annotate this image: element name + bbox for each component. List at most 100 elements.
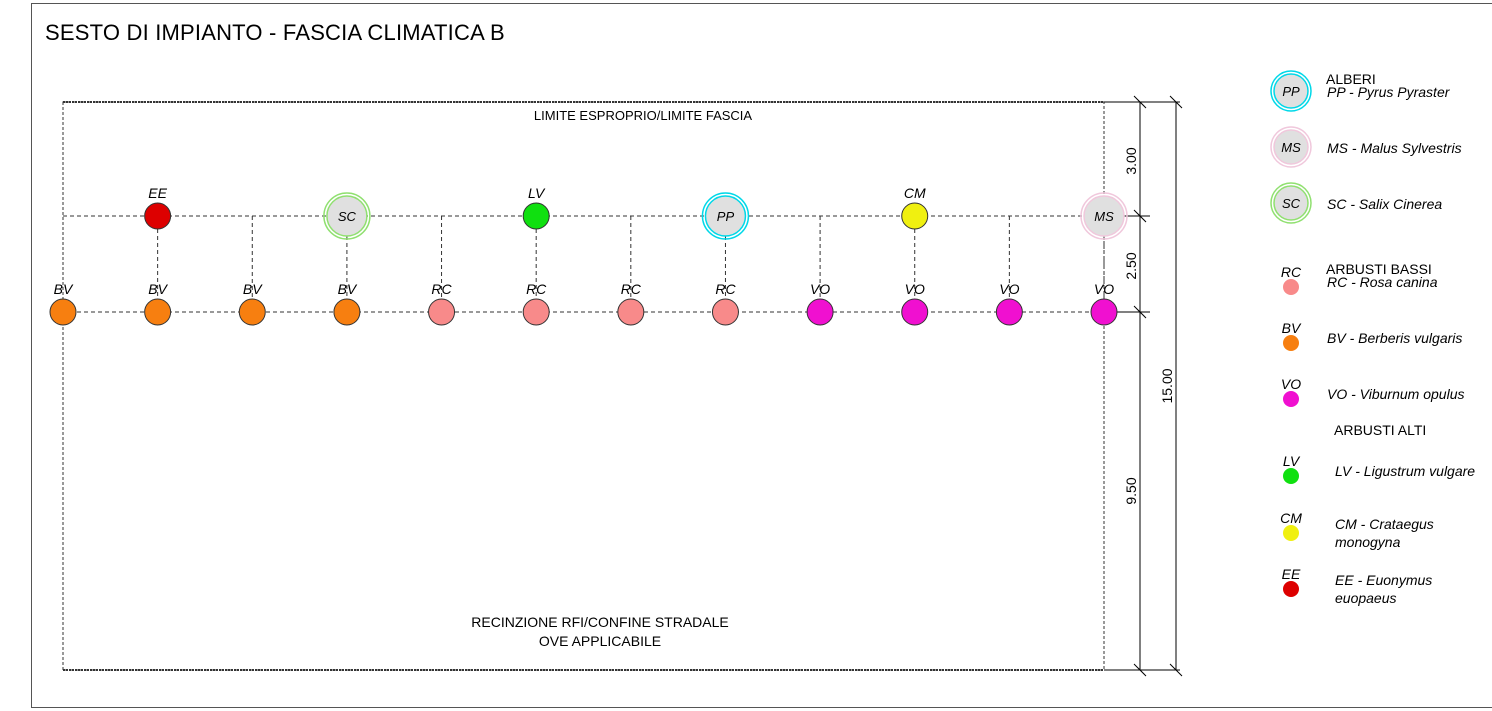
- lower-plant-bv-code: BV: [338, 281, 358, 297]
- lower-plant-bv-dot: [144, 298, 172, 326]
- legend-item-bv-label: BV - Berberis vulgaris: [1327, 330, 1462, 346]
- upper-shrub-ee: EE: [144, 185, 172, 230]
- legend-item-ee-code: EE: [1282, 566, 1301, 582]
- legend-item-vo-dot: [1283, 391, 1299, 407]
- lower-plant-rc-code: RC: [621, 281, 642, 297]
- legend-item-pp-symbol-ring: [1270, 70, 1312, 112]
- upper-tree-sc-code: SC: [338, 209, 357, 224]
- upper-tree-sc-crown: [326, 195, 368, 237]
- legend-item-rc-code: RC: [1281, 264, 1302, 280]
- legend-item-pp-symbol-crown: [1273, 73, 1309, 109]
- legend-item-bv-symbol: BV: [1282, 320, 1302, 351]
- legend-item-pp-label: PP - Pyrus Pyraster: [1327, 84, 1451, 100]
- lower-plant-vo-code: VO: [905, 281, 925, 297]
- upper-tree-ms-code: MS: [1094, 209, 1114, 224]
- lower-plant-bv-dot: [333, 298, 361, 326]
- dimension-9-50: 9.50: [1123, 477, 1139, 504]
- legend-item-vo-label: VO - Viburnum opulus: [1327, 386, 1464, 402]
- lower-plant-rc-dot: [617, 298, 645, 326]
- legend-item-ms-symbol-ring: [1270, 126, 1312, 168]
- lower-plant-bv: BV: [238, 281, 266, 326]
- lower-plant-vo-code: VO: [999, 281, 1019, 297]
- drawing-frame: [31, 3, 1492, 708]
- upper-shrub-lv-code: LV: [528, 185, 546, 201]
- upper-tree-pp-ring: [701, 192, 750, 240]
- lower-plant-rc: RC: [522, 281, 550, 326]
- legend-item-vo-symbol: VO: [1281, 376, 1301, 407]
- legend-item-sc-symbol: SC: [1270, 182, 1312, 224]
- lower-plant-vo: VO: [806, 281, 834, 326]
- lower-plant-bv: BV: [333, 281, 361, 326]
- drawing-title: SESTO DI IMPIANTO - FASCIA CLIMATICA B: [45, 20, 505, 45]
- upper-tree-pp: PP: [701, 192, 750, 240]
- upper-tree-ms-crown: [1083, 195, 1125, 237]
- bottom-boundary-label-2: OVE APPLICABILE: [539, 633, 661, 649]
- legend-item-bv-code: BV: [1282, 320, 1302, 336]
- legend-item-cm-label: monogyna: [1335, 534, 1401, 550]
- legend-item-rc-symbol: RC: [1281, 264, 1302, 295]
- lower-plant-bv: BV: [49, 281, 77, 326]
- legend-item-lv-code: LV: [1283, 453, 1301, 469]
- lower-plant-rc: RC: [617, 281, 645, 326]
- lower-plant-vo: VO: [901, 281, 929, 326]
- lower-plant-bv-code: BV: [54, 281, 74, 297]
- legend-layer: PP PP - Pyrus Pyraster MS MS - Malus Sylves…: [1270, 70, 1475, 606]
- lower-plant-rc-code: RC: [431, 281, 452, 297]
- lower-plant-rc: RC: [711, 281, 739, 326]
- lower-plant-rc: RC: [428, 281, 456, 326]
- lower-plant-vo-dot: [806, 298, 834, 326]
- legend-item-ms-symbol-crown: [1273, 129, 1309, 165]
- legend-heading-alberi: ALBERI: [1326, 71, 1376, 87]
- upper-shrub-cm: CM: [901, 185, 929, 230]
- legend-item-lv-dot: [1283, 468, 1299, 484]
- lower-plant-vo-dot: [995, 298, 1023, 326]
- legend-item-ms-symbol: MS: [1270, 126, 1312, 168]
- legend-item-sc-symbol-ring: [1270, 182, 1312, 224]
- legend-item-cm-code: CM: [1280, 510, 1302, 526]
- legend-item-ee-symbol: EE: [1282, 566, 1301, 597]
- lower-plant-rc-dot: [711, 298, 739, 326]
- legend-item-cm-dot: [1283, 525, 1299, 541]
- upper-tree-ms-ring: [1080, 192, 1128, 240]
- lower-plant-rc-code: RC: [526, 281, 547, 297]
- lower-plant-rc-code: RC: [715, 281, 736, 297]
- lower-plant-bv: BV: [144, 281, 172, 326]
- legend-item-lv-label: LV - Ligustrum vulgare: [1335, 463, 1475, 479]
- lower-plant-vo-code: VO: [810, 281, 830, 297]
- dimension-2-50: 2.50: [1123, 252, 1139, 279]
- lower-plant-vo: VO: [1090, 281, 1118, 326]
- upper-tree-pp-code: PP: [717, 209, 735, 224]
- lower-plant-bv-code: BV: [148, 281, 168, 297]
- upper-tree-sc: SC: [323, 192, 371, 240]
- upper-shrub-lv-dot: [522, 202, 550, 230]
- legend-item-rc-dot: [1283, 279, 1299, 295]
- lower-plant-bv-code: BV: [243, 281, 263, 297]
- upper-tree-sc-ring: [323, 192, 371, 240]
- legend-item-ms-symbol-code: MS: [1281, 140, 1301, 155]
- lower-plant-rc-dot: [522, 298, 550, 326]
- lower-plant-bv-dot: [49, 298, 77, 326]
- legend-item-pp-symbol: PP: [1270, 70, 1312, 112]
- upper-shrub-ee-dot: [144, 202, 172, 230]
- lower-plant-vo: VO: [995, 281, 1023, 326]
- legend-item-ee-label: EE - Euonymus: [1335, 572, 1432, 588]
- legend-item-rc-label: RC - Rosa canina: [1327, 274, 1438, 290]
- top-boundary-label: LIMITE ESPROPRIO/LIMITE FASCIA: [534, 108, 752, 123]
- dimension-3-00: 3.00: [1123, 147, 1139, 174]
- legend-item-ee-dot: [1283, 581, 1299, 597]
- upper-shrub-cm-dot: [901, 202, 929, 230]
- legend-item-pp-symbol-code: PP: [1282, 84, 1300, 99]
- bottom-boundary-label-1: RECINZIONE RFI/CONFINE STRADALE: [471, 614, 728, 630]
- legend-item-lv-symbol: LV: [1283, 453, 1301, 484]
- upper-shrub-lv: LV: [522, 185, 550, 230]
- legend-item-sc-label: SC - Salix Cinerea: [1327, 196, 1442, 212]
- upper-tree-ms: MS: [1080, 192, 1128, 240]
- upper-tree-pp-crown: [704, 195, 747, 237]
- legend-item-sc-symbol-code: SC: [1282, 196, 1301, 211]
- legend-item-ms-label: MS - Malus Sylvestris: [1327, 140, 1462, 156]
- plants-layer: BV BV BV BV RC RC RC RC VO VO VO VO EE SC LV PP CM MS: [49, 185, 1128, 326]
- dimension-lines: [1104, 95, 1183, 677]
- legend-item-ee-label: euopaeus: [1335, 590, 1397, 606]
- lower-plant-rc-dot: [428, 298, 456, 326]
